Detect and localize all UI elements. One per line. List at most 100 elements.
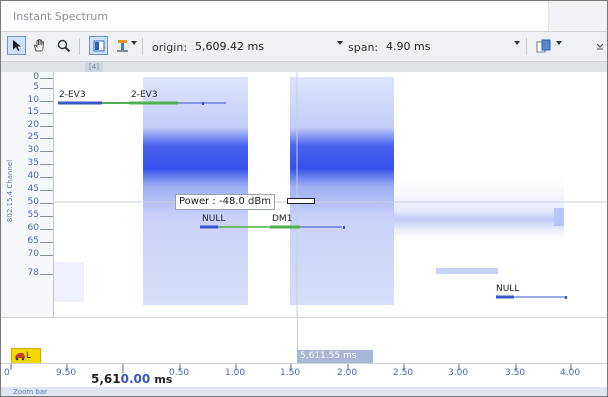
zoom-tool-button[interactable]	[54, 36, 73, 55]
channel-tick: 10	[27, 95, 39, 105]
trace-label: DM1	[272, 214, 293, 224]
channel-tick: 15	[27, 107, 39, 117]
channel-tick-mark	[40, 255, 53, 256]
channel-tick-mark	[40, 203, 53, 204]
trace-label: NULL	[202, 214, 226, 224]
zoom-bar-label: Zoom bar	[13, 388, 48, 396]
channel-tick: 5	[33, 82, 39, 92]
channel-tick-mark	[40, 242, 53, 243]
spectrum-burst	[143, 77, 248, 305]
title-bar: Instant Spectrum	[1, 1, 607, 32]
copy-dropdown-arrow[interactable]	[556, 41, 562, 45]
bookmark-icon	[116, 39, 128, 52]
channel-tick-mark	[40, 151, 53, 152]
channel-tick: 50	[27, 197, 39, 207]
channel-tick: 70	[27, 249, 39, 259]
time-tick-label: 4.00	[560, 368, 581, 378]
time-tick-label: 2.50	[393, 368, 414, 378]
channel-tick-mark	[40, 274, 53, 275]
channel-tick: 65	[27, 236, 39, 246]
toolbar-separator	[79, 38, 80, 55]
channel-tick-mark	[40, 113, 53, 114]
trace-label: NULL	[496, 284, 520, 294]
channel-tick-mark	[40, 229, 53, 230]
lane-strip: 5,611.55 ms L	[1, 317, 607, 364]
cursor-time-label: 5,611.55 ms	[297, 350, 373, 363]
time-base-value: 0.00	[120, 372, 151, 386]
pan-tool-button[interactable]	[30, 36, 49, 55]
power-label: Power	[179, 196, 210, 207]
power-tooltip: Power : -48.0 dBm	[175, 194, 275, 210]
time-axis-ticks	[10, 364, 572, 373]
time-tick-label: 2.00	[337, 368, 358, 378]
channel-tick: 40	[27, 171, 39, 181]
channel-tick: 20	[27, 120, 39, 130]
lane-flag[interactable]: L	[11, 348, 41, 364]
spectrum-plot[interactable]: 2-EV3 2-EV3 NULL DM1 NULL	[54, 72, 607, 317]
channel-tick: 0	[33, 72, 39, 82]
packet-marker	[202, 102, 204, 105]
toolbar-overflow-button[interactable]	[593, 36, 607, 55]
spectrum-residual	[54, 262, 84, 302]
spectrum-residual	[436, 268, 498, 274]
channel-tick-mark	[40, 216, 53, 217]
channel-tick: 30	[27, 145, 39, 155]
channel-tick-mark	[40, 78, 53, 79]
zoom-bar[interactable]: Zoom bar	[1, 387, 607, 396]
packet-marker	[565, 296, 567, 299]
marker-dropdown-arrow[interactable]	[131, 41, 137, 45]
time-base-prefix: 5,61	[91, 372, 121, 386]
channel-tick-mark	[40, 88, 53, 89]
channel-tick-mark	[40, 138, 53, 139]
window-control[interactable]	[548, 1, 607, 31]
car-icon	[15, 353, 25, 361]
trace-label: 2-EV3	[131, 90, 158, 100]
time-tick-label: 0	[4, 368, 10, 378]
channel-tick: 60	[27, 223, 39, 233]
trace-label: 2-EV3	[59, 90, 86, 100]
lane-flag-label: L	[26, 351, 32, 361]
layout-toggle-button[interactable]	[89, 36, 108, 55]
toolbar-separator	[526, 38, 527, 55]
span-label: span:	[348, 41, 379, 54]
time-base-readout: 5,610.00 ms	[91, 372, 172, 386]
arrow-pointer-icon	[12, 40, 21, 51]
time-axis[interactable]: 0 9.50 0.50 1.00 1.50 2.00 2.50 3.00 3.5…	[1, 363, 607, 388]
channel-tick-mark	[40, 190, 53, 191]
copy-icon	[536, 39, 550, 52]
window-title: Instant Spectrum	[13, 10, 109, 23]
span-value-dropdown[interactable]	[514, 41, 520, 45]
time-base-unit: ms	[154, 373, 173, 386]
spectrum-residual	[554, 208, 564, 226]
packet-marker	[343, 226, 345, 229]
lane-tab-bar: [4]	[1, 62, 607, 72]
time-tick-label: 1.50	[280, 368, 301, 378]
power-level-indicator	[287, 198, 315, 204]
magnifier-icon	[57, 39, 70, 52]
time-tick-label: 3.00	[448, 368, 469, 378]
spectrum-residual	[394, 172, 564, 242]
span-field[interactable]: 4.90 ms	[386, 40, 431, 53]
channel-tick: 78	[27, 268, 39, 278]
hand-icon	[34, 39, 44, 52]
cursor-vertical-line	[297, 318, 298, 364]
channel-tick-mark	[40, 164, 53, 165]
channel-tick-mark	[40, 101, 53, 102]
power-value: : -48.0 dBm	[212, 196, 271, 207]
lane-tab[interactable]: [4]	[85, 62, 103, 72]
toolbar-separator	[142, 38, 143, 55]
channel-tick-mark	[40, 177, 53, 178]
spectrum-heatmap	[54, 72, 607, 317]
copy-button[interactable]	[534, 36, 553, 55]
span-dropdown-arrow[interactable]	[337, 41, 343, 45]
time-tick-label: 9.50	[56, 368, 77, 378]
pointer-tool-button[interactable]	[7, 36, 26, 55]
toolbar: origin: 5,609.42 ms span: 4.90 ms	[1, 32, 607, 62]
overflow-chevron-icon	[596, 43, 604, 49]
marker-tool-button[interactable]	[113, 36, 132, 55]
channel-tick-mark	[40, 126, 53, 127]
origin-field[interactable]: 5,609.42 ms	[195, 40, 264, 53]
spectrum-burst	[290, 77, 394, 305]
time-tick-label: 1.00	[225, 368, 246, 378]
